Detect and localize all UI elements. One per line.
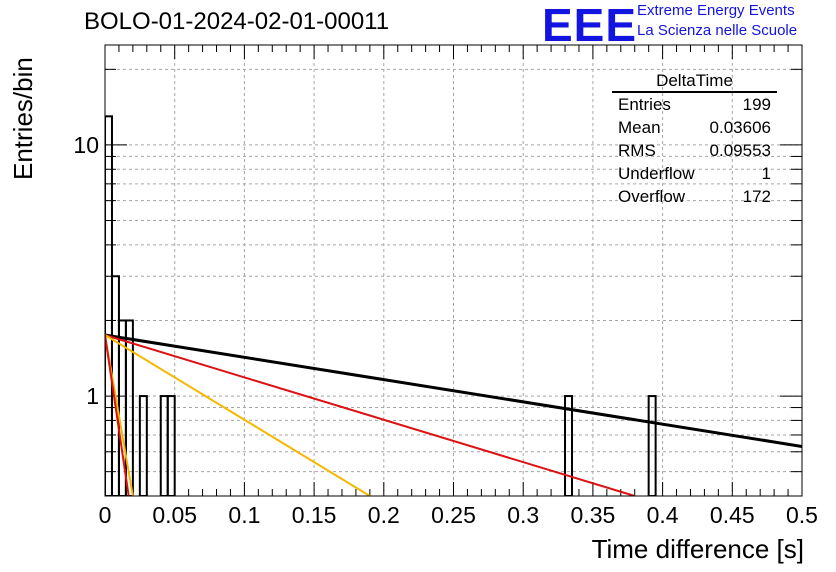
x-axis-label: Time difference [s] bbox=[591, 534, 804, 564]
eee-logo-line1: Extreme Energy Events bbox=[637, 2, 795, 19]
x-tick-label: 0.2 bbox=[368, 502, 400, 528]
stats-label: Entries bbox=[618, 95, 671, 114]
histogram-bar bbox=[647, 395, 657, 496]
fit-curve bbox=[105, 334, 130, 496]
stats-row-underflow: Underflow 1 bbox=[612, 162, 777, 185]
x-tick-label: 0.5 bbox=[786, 502, 818, 528]
stats-label: Overflow bbox=[618, 187, 686, 206]
x-tick-label: 0.05 bbox=[152, 502, 197, 528]
eee-logo: EEE bbox=[542, 0, 638, 51]
stats-label: Underflow bbox=[618, 164, 695, 183]
x-tick-label: 0 bbox=[99, 502, 112, 528]
histogram-bar bbox=[124, 319, 134, 496]
y-tick-label: 10 bbox=[73, 132, 99, 158]
histogram-bar bbox=[138, 395, 148, 496]
y-axis-label-wrap: Entries/bin bbox=[8, 50, 38, 180]
run-title: BOLO-01-2024-02-01-00011 bbox=[84, 8, 390, 35]
x-tick-label: 0.1 bbox=[228, 502, 260, 528]
fit-curve bbox=[105, 333, 802, 448]
y-axis-label: Entries/bin bbox=[8, 57, 38, 180]
stats-title: DeltaTime bbox=[612, 72, 777, 93]
stats-label: RMS bbox=[618, 141, 656, 160]
x-tick-label: 0.3 bbox=[507, 502, 539, 528]
fit-curve bbox=[105, 334, 636, 496]
stats-label: Mean bbox=[618, 118, 661, 137]
stats-box: DeltaTime Entries 199 Mean 0.03606 RMS 0… bbox=[612, 72, 777, 208]
stats-row-rms: RMS 0.09553 bbox=[612, 139, 777, 162]
x-tick-label: 0.4 bbox=[647, 502, 679, 528]
x-tick-label: 0.45 bbox=[710, 502, 755, 528]
eee-logo-line2: La Scienza nelle Scuole bbox=[637, 22, 798, 39]
fit-curve bbox=[105, 334, 371, 496]
stats-value: 0.03606 bbox=[709, 118, 771, 137]
x-tick-label: 0.15 bbox=[292, 502, 337, 528]
stats-row-mean: Mean 0.03606 bbox=[612, 116, 777, 139]
stats-value: 199 bbox=[742, 95, 771, 114]
histogram-bar bbox=[166, 395, 176, 496]
stats-value: 0.09553 bbox=[709, 141, 771, 160]
stats-row-entries: Entries 199 bbox=[612, 93, 777, 116]
stats-value: 1 bbox=[761, 164, 771, 183]
stats-row-overflow: Overflow 172 bbox=[612, 185, 777, 208]
x-tick-label: 0.35 bbox=[571, 502, 616, 528]
histogram-bar bbox=[564, 395, 573, 496]
stats-value: 172 bbox=[742, 187, 771, 206]
x-tick-label: 0.25 bbox=[431, 502, 476, 528]
y-tick-label: 1 bbox=[86, 383, 99, 409]
plot-frame bbox=[104, 44, 803, 497]
